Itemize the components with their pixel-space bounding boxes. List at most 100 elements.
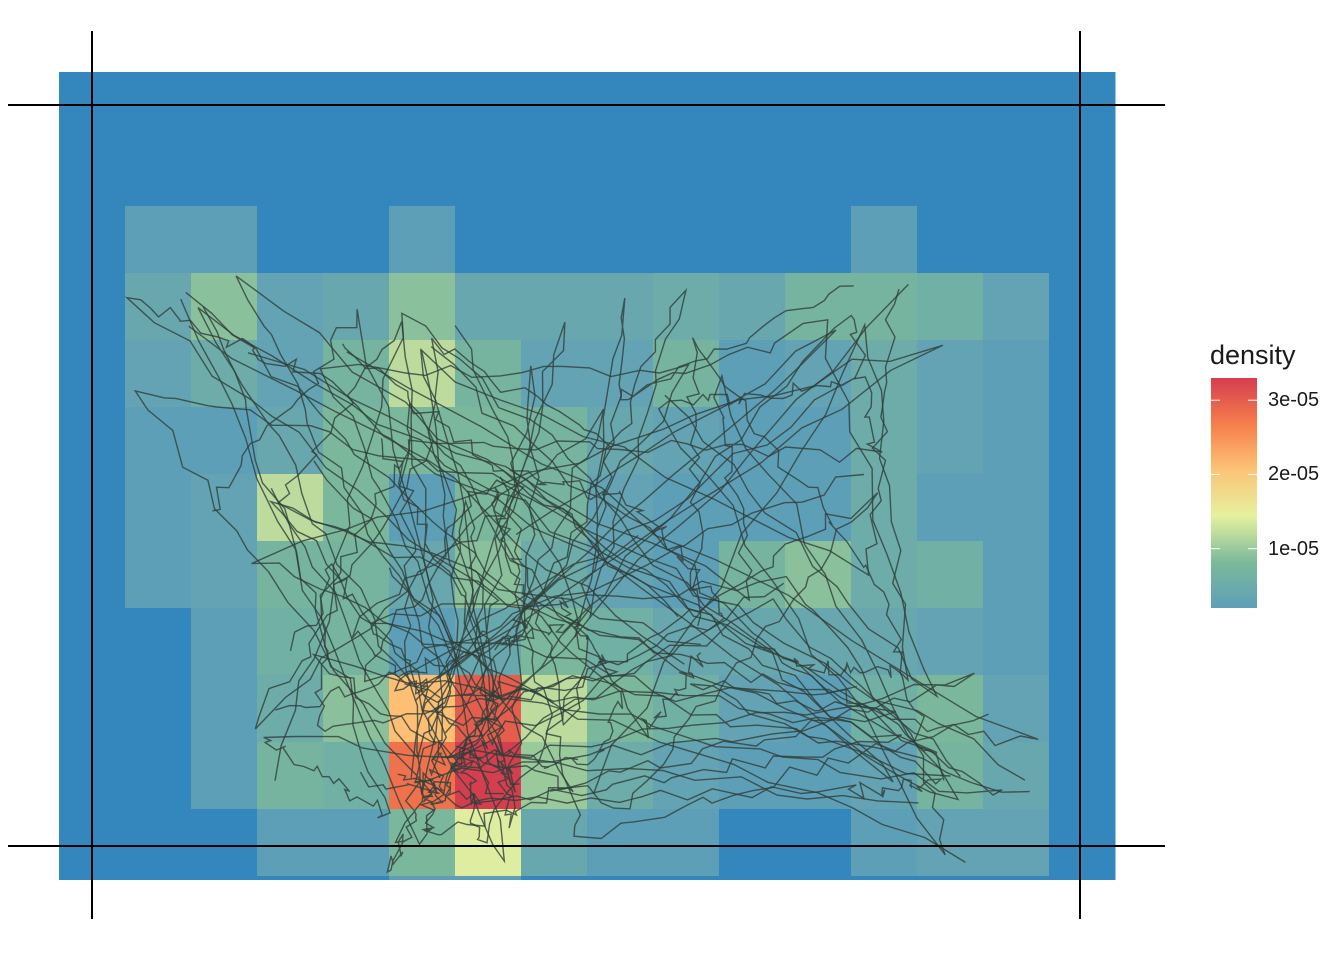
heatmap-cell	[653, 809, 720, 877]
heatmap-cell	[191, 474, 258, 542]
heatmap-cell	[719, 206, 786, 274]
heatmap-cell	[125, 809, 192, 877]
heatmap-cell	[917, 206, 984, 274]
legend-gradient	[1211, 378, 1257, 608]
movement-track	[319, 363, 858, 793]
movement-track	[491, 486, 989, 840]
heatmap-cell	[521, 340, 588, 408]
heatmap-cell	[257, 541, 324, 609]
heatmap-cell	[719, 407, 786, 475]
heatmap-cell	[521, 809, 588, 877]
heatmap-cell	[257, 876, 324, 880]
heatmap-cell	[323, 809, 390, 877]
heatmap-cell	[455, 139, 522, 207]
heatmap-cell	[323, 407, 390, 475]
heatmap-cell	[1049, 876, 1116, 880]
heatmap-cell	[851, 541, 918, 609]
heatmap-cell	[125, 340, 192, 408]
heatmap-cell	[389, 139, 456, 207]
heatmap-cell	[191, 608, 258, 676]
heatmap-cell	[257, 608, 324, 676]
heatmap-cell	[191, 139, 258, 207]
heatmap-cell	[1049, 608, 1116, 676]
heatmap-cell	[455, 273, 522, 341]
heatmap-cell	[719, 139, 786, 207]
heatmap-cell	[125, 675, 192, 743]
legend-tick-label: 3e-05	[1268, 389, 1320, 412]
heatmap-cell	[983, 474, 1050, 542]
heatmap-cell	[785, 273, 852, 341]
movement-track	[185, 291, 624, 770]
heatmap-cell	[653, 206, 720, 274]
heatmap-cell	[257, 809, 324, 877]
heatmap-cell	[851, 139, 918, 207]
boundary-lines	[8, 31, 1165, 919]
heatmap-cell	[587, 206, 654, 274]
heatmap-cell	[521, 273, 588, 341]
heatmap-cell	[191, 273, 258, 341]
heatmap-cell	[191, 541, 258, 609]
movement-track	[414, 492, 879, 810]
heatmap-cell	[125, 742, 192, 810]
legend-colorbar	[1211, 378, 1257, 608]
heatmap-cell	[1049, 139, 1116, 207]
heatmap-cell	[785, 407, 852, 475]
heatmap-cell	[587, 139, 654, 207]
heatmap-cell	[1049, 541, 1116, 609]
heatmap-cell	[917, 474, 984, 542]
heatmap-cell	[125, 273, 192, 341]
heatmap-cell	[1049, 206, 1116, 274]
movement-track	[251, 344, 944, 704]
heatmap-cell	[521, 139, 588, 207]
movement-track	[202, 306, 919, 819]
heatmap-cell	[1049, 809, 1116, 877]
heatmap-cell	[983, 206, 1050, 274]
heatmap-cell	[191, 809, 258, 877]
heatmap-cell	[785, 206, 852, 274]
movement-track	[314, 562, 619, 733]
heatmap-cells	[59, 72, 1116, 880]
heatmap-cell	[653, 541, 720, 609]
heatmap-cell	[125, 608, 192, 676]
heatmap-cell	[983, 541, 1050, 609]
heatmap-cell	[917, 407, 984, 475]
heatmap-cell	[653, 273, 720, 341]
heatmap-cell	[719, 809, 786, 877]
heatmap-cell	[917, 541, 984, 609]
heatmap-cell	[191, 742, 258, 810]
heatmap-cell	[191, 206, 258, 274]
movement-track	[420, 288, 900, 757]
heatmap-cell	[983, 407, 1050, 475]
heatmap-cell	[653, 742, 720, 810]
heatmap-cell	[917, 608, 984, 676]
heatmap-cell	[1049, 340, 1116, 408]
heatmap-cell	[719, 541, 786, 609]
heatmap-cell	[983, 340, 1050, 408]
legend-ticks	[1211, 399, 1257, 550]
heatmap-cell	[785, 876, 852, 880]
heatmap-cell	[851, 273, 918, 341]
heatmap-cell	[257, 742, 324, 810]
heatmap-cell	[1049, 742, 1116, 810]
heatmap-cell	[257, 407, 324, 475]
heatmap-cell	[983, 139, 1050, 207]
heatmap-cell	[125, 139, 192, 207]
heatmap-cell	[257, 206, 324, 274]
heatmap-cell	[323, 206, 390, 274]
movement-track	[313, 460, 897, 836]
legend-tick-label: 1e-05	[1268, 537, 1320, 560]
heatmap-cell	[521, 206, 588, 274]
heatmap-cell	[785, 742, 852, 810]
heatmap-cell	[323, 876, 390, 880]
heatmap-cell	[653, 139, 720, 207]
heatmap-cell	[917, 876, 984, 880]
heatmap-cell	[191, 876, 258, 880]
heatmap-cell	[389, 876, 456, 880]
heatmap-cell	[785, 139, 852, 207]
heatmap-cell	[455, 206, 522, 274]
heatmap-cell	[851, 608, 918, 676]
heatmap-cell	[1049, 474, 1116, 542]
heatmap-cell	[587, 273, 654, 341]
heatmap-cell	[983, 675, 1050, 743]
